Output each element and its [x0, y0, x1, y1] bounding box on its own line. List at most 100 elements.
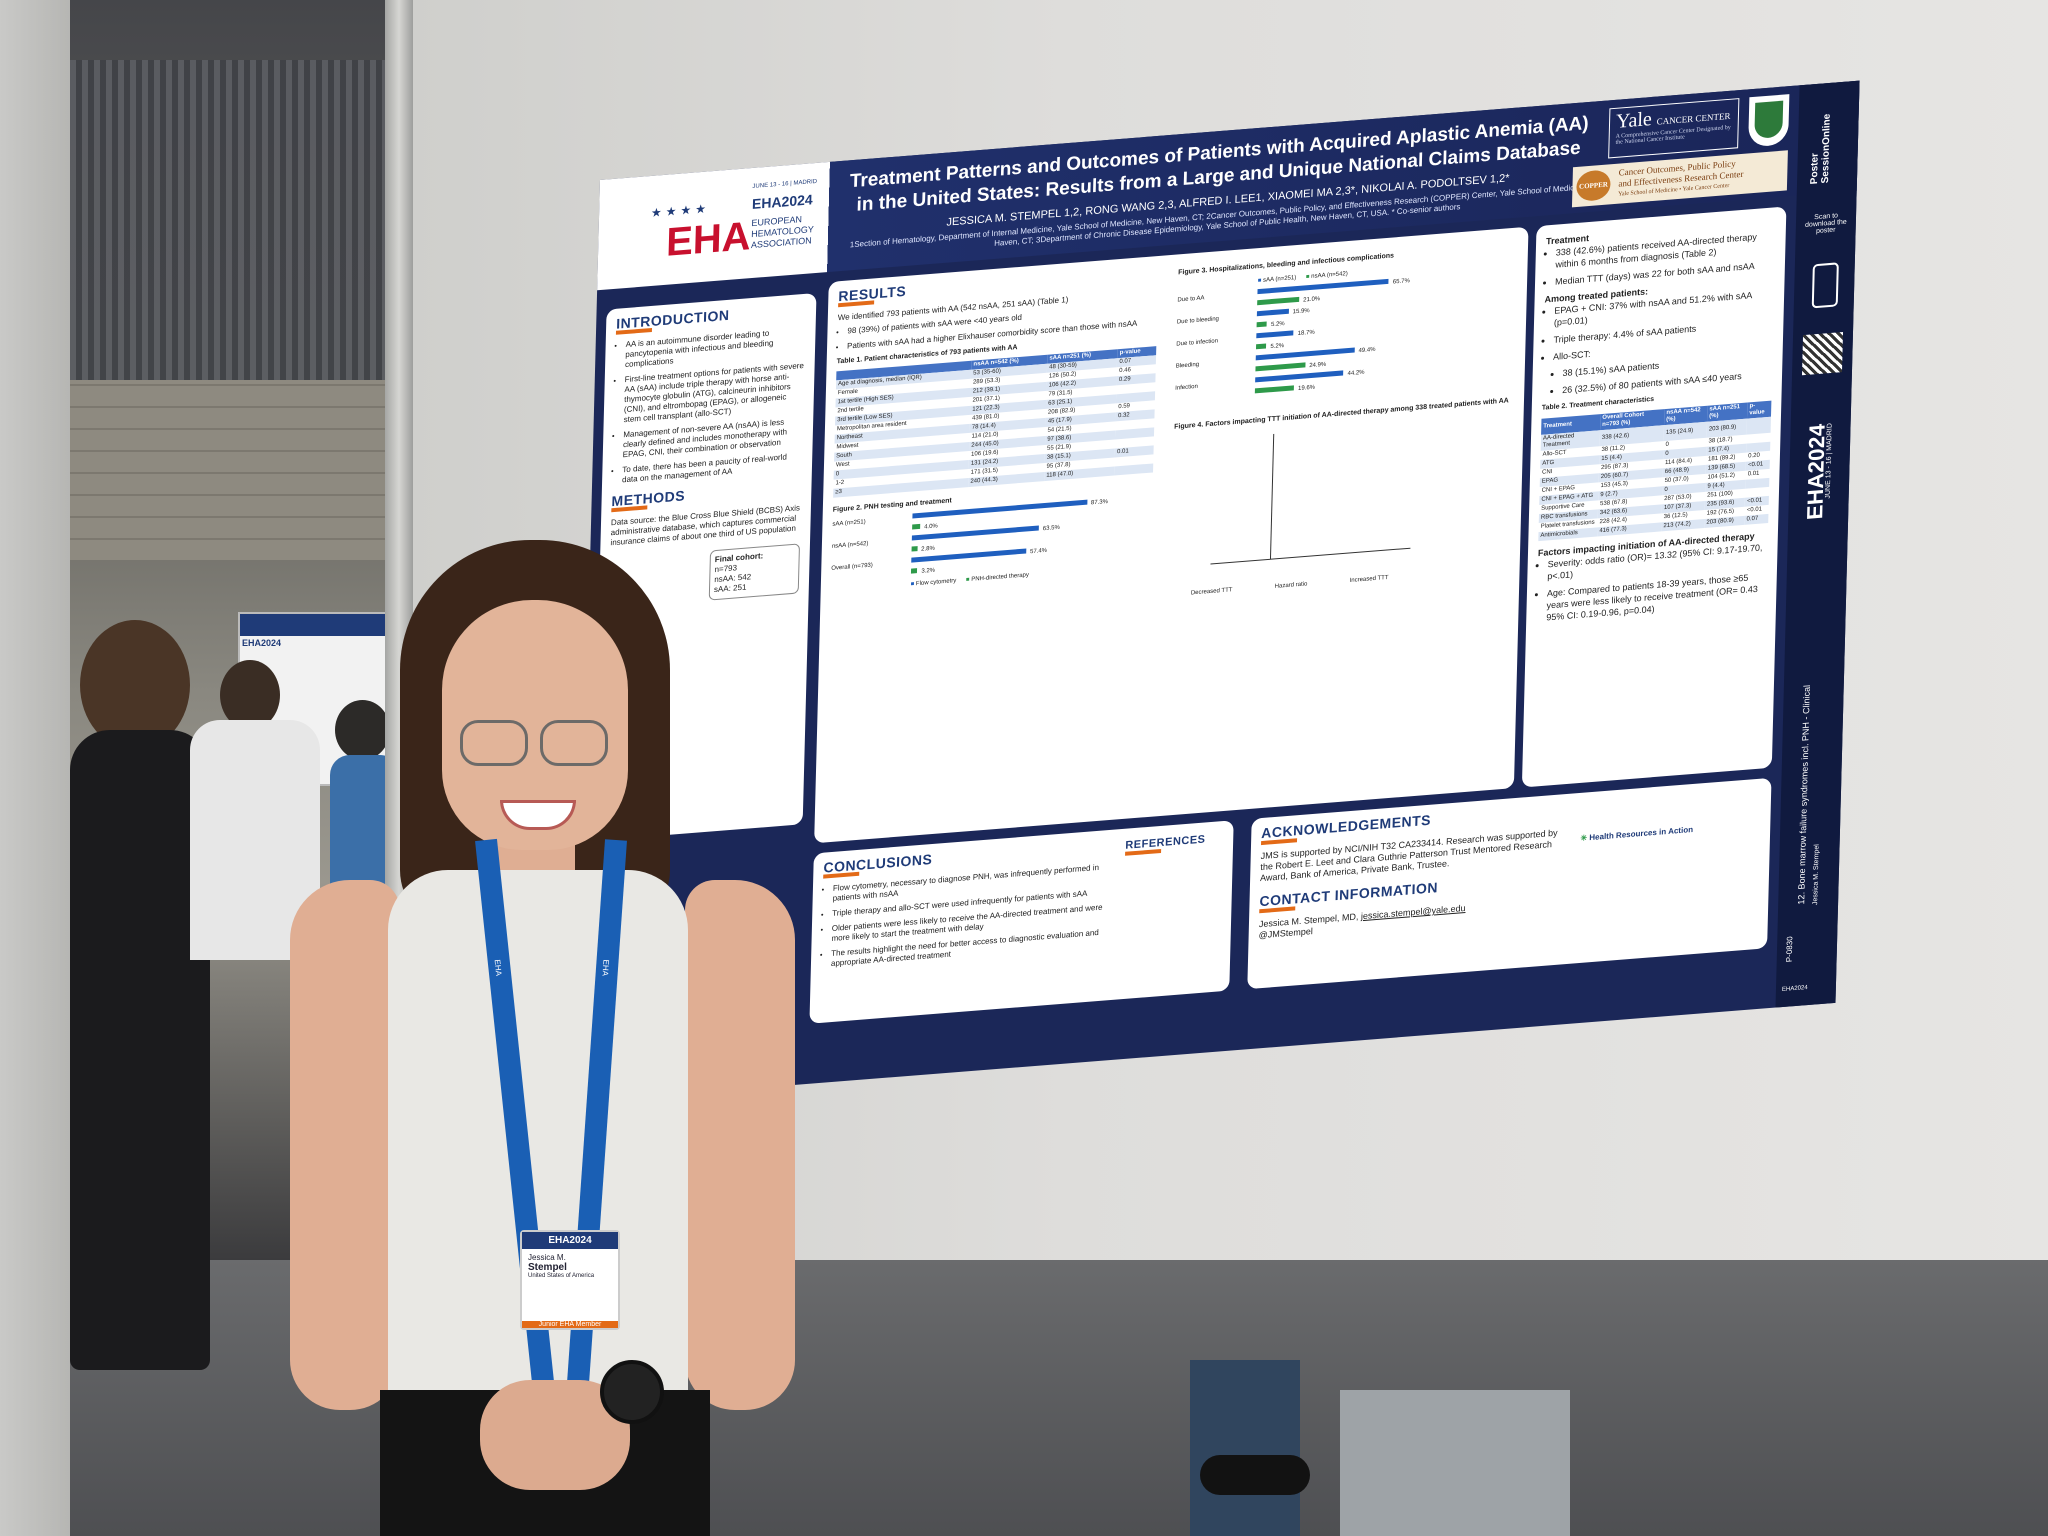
- attendee-woman-black: [70, 620, 220, 1480]
- fig4-forest-plot: [1210, 433, 1411, 565]
- results-right-column: Figure 3. Hospitalizations, bleeding and…: [1170, 238, 1519, 601]
- attendee-head: [335, 700, 390, 760]
- results-left-column: RESULTS We identified 793 patients with …: [831, 266, 1159, 596]
- table-cell: 203 (80.9): [1704, 515, 1745, 529]
- bar-nsaa-n-542-: [1255, 362, 1306, 372]
- fig2-legend-flow: Flow cytometry: [915, 578, 957, 588]
- eha-dates: JUNE 13 - 16 | MADRID: [752, 178, 818, 190]
- table-cell: [1114, 463, 1154, 476]
- bar-saa-n-251-: [1256, 330, 1294, 339]
- yale-crest-icon: [1748, 94, 1790, 148]
- copper-badge: COPPER: [1576, 169, 1611, 203]
- data-label: 49.4%: [1358, 346, 1376, 355]
- attendee-head: [220, 660, 280, 730]
- conclusions-list: Flow cytometry, necessary to diagnose PN…: [821, 861, 1123, 970]
- badge-first-name: Jessica M.: [528, 1253, 566, 1262]
- data-label: 87.3%: [1090, 499, 1109, 507]
- sidebar-track: 12. Bone marrow failure syndromes incl. …: [1796, 684, 1812, 905]
- data-label: 65.7%: [1392, 278, 1410, 286]
- fig4-left-label: Decreased TTT: [1190, 587, 1233, 597]
- sidebar-dates: JUNE 13 - 16 | MADRID: [1824, 422, 1834, 499]
- fig3-legend-nsaa: nsAA (n=542): [1311, 271, 1348, 280]
- badge-last-name: Stempel: [528, 1262, 567, 1273]
- bar-nsaa-n-542-: [1257, 296, 1300, 306]
- badge-event: EHA2024: [522, 1232, 618, 1249]
- treated-list: EPAG + CNI: 37% with nsAA and 51.2% with…: [1542, 287, 1774, 397]
- data-label: 5.2%: [1270, 343, 1285, 351]
- data-label: 57.4%: [1029, 547, 1048, 556]
- references-heading: REFERENCES: [1125, 833, 1227, 856]
- presenter-arm-right: [685, 880, 795, 1410]
- patient-characteristics-table: nsAA n=542 (%) sAA n=251 (%) p-value Age at…: [833, 346, 1157, 498]
- bar-nsaa-n-542-: [1254, 385, 1295, 394]
- lanyard-text: EHA: [600, 959, 611, 977]
- bar-nsaa-n-542-: [1255, 343, 1267, 350]
- bar-saa-n-251-: [1256, 308, 1289, 317]
- hria-logo: ✳ Health Resources in Action: [1580, 824, 1693, 844]
- attendee-head: [80, 620, 190, 750]
- data-label: 44.2%: [1347, 369, 1365, 378]
- eha-logo: ★★★★ EHA EHA2024 EUROPEAN HEMATOLOGY ASS…: [625, 179, 817, 274]
- data-label: 63.5%: [1042, 524, 1060, 533]
- data-label: 3.2%: [921, 567, 936, 575]
- introduction-bullet: First-line treatment options for patient…: [624, 361, 805, 425]
- name-badge: EHA2024 Jessica M. Stempel United States…: [520, 1230, 620, 1330]
- data-label: 24.9%: [1309, 361, 1327, 370]
- fig3-legend-saa: sAA (n=251): [1262, 275, 1297, 284]
- attendee-body: [70, 730, 210, 1370]
- yale-center: CANCER CENTER: [1656, 110, 1731, 127]
- hria-logo-text: Health Resources in Action: [1589, 824, 1694, 843]
- copper-center-logo: COPPER Cancer Outcomes, Public Policy an…: [1571, 150, 1788, 208]
- bar-pnh-directed-therapy: [911, 546, 918, 552]
- qr-code-icon: [1801, 331, 1844, 376]
- sidebar-footer: EHA2024: [1781, 984, 1808, 994]
- treatment-panel: Treatment 338 (42.6%) patients received …: [1521, 206, 1787, 788]
- sidebar-presenter: Jessica M. Stempel: [1812, 843, 1821, 906]
- table-cell: 0.07: [1744, 513, 1769, 525]
- badge-country: United States of America: [528, 1273, 595, 1279]
- references-panel: REFERENCES: [1117, 830, 1232, 990]
- sidebar-code: P-0830: [1784, 936, 1795, 963]
- badge-role: Junior EHA Member: [522, 1321, 618, 1328]
- smartwatch-icon: [600, 1360, 664, 1424]
- booth-frame-left: [0, 0, 70, 1536]
- data-label: 2.8%: [921, 545, 935, 553]
- research-poster: ★★★★ EHA EHA2024 EUROPEAN HEMATOLOGY ASS…: [575, 80, 1860, 1103]
- fig3-chart: Due to AA 65.7% 21.0% Due to bleeding 15.9% 5…: [1175, 269, 1518, 403]
- phone-icon: [1811, 262, 1839, 309]
- poster-session-online-logo: Poster SessionOnline: [1808, 113, 1833, 185]
- presenter-arm-left: [290, 880, 400, 1410]
- data-label: 18.7%: [1297, 329, 1315, 338]
- lanyard-text: EHA: [492, 959, 504, 977]
- background-poster-header: [240, 614, 390, 636]
- bar-pnh-directed-therapy: [910, 568, 918, 574]
- hall-roof-structure: [70, 60, 390, 380]
- introduction-list: AA is an autoimmune disorder leading to …: [612, 326, 806, 486]
- presenter-smile: [500, 800, 576, 830]
- hria-logo-icon: ✳: [1580, 833, 1588, 843]
- eha-logo-text: EHA: [665, 214, 752, 265]
- scan-instruction: Scan to download the poster: [1804, 212, 1847, 236]
- data-label: 4.0%: [924, 523, 938, 531]
- glasses-icon: [460, 720, 610, 766]
- bar-nsaa-n-542-: [1256, 321, 1268, 328]
- data-label: 5.2%: [1270, 321, 1285, 329]
- passerby-shoe: [1200, 1455, 1310, 1495]
- category-label: Infection: [1175, 383, 1198, 392]
- hall-back-wall: [70, 380, 390, 560]
- eha-event: EHA2024: [751, 191, 813, 213]
- fig2-legend-therapy: PNH-directed therapy: [971, 572, 1030, 583]
- data-label: 19.6%: [1297, 384, 1316, 393]
- fig4-right-label: Increased TTT: [1349, 574, 1389, 585]
- results-panel: RESULTS We identified 793 patients with …: [814, 226, 1529, 844]
- treatment-characteristics-table: Treatment Overall Cohort n=793 (%) nsAA n=…: [1538, 400, 1772, 542]
- yale-name: Yale: [1615, 107, 1653, 133]
- background-poster-event: EHA2024: [242, 638, 282, 648]
- category-label: Bleeding: [1175, 361, 1200, 370]
- data-label: 15.9%: [1292, 308, 1310, 316]
- bar-pnh-directed-therapy: [912, 523, 921, 530]
- eha-org-name: EUROPEAN HEMATOLOGY ASSOCIATION: [751, 212, 832, 251]
- passerby-legs-jeans: [1190, 1360, 1300, 1536]
- data-label: 21.0%: [1303, 296, 1321, 304]
